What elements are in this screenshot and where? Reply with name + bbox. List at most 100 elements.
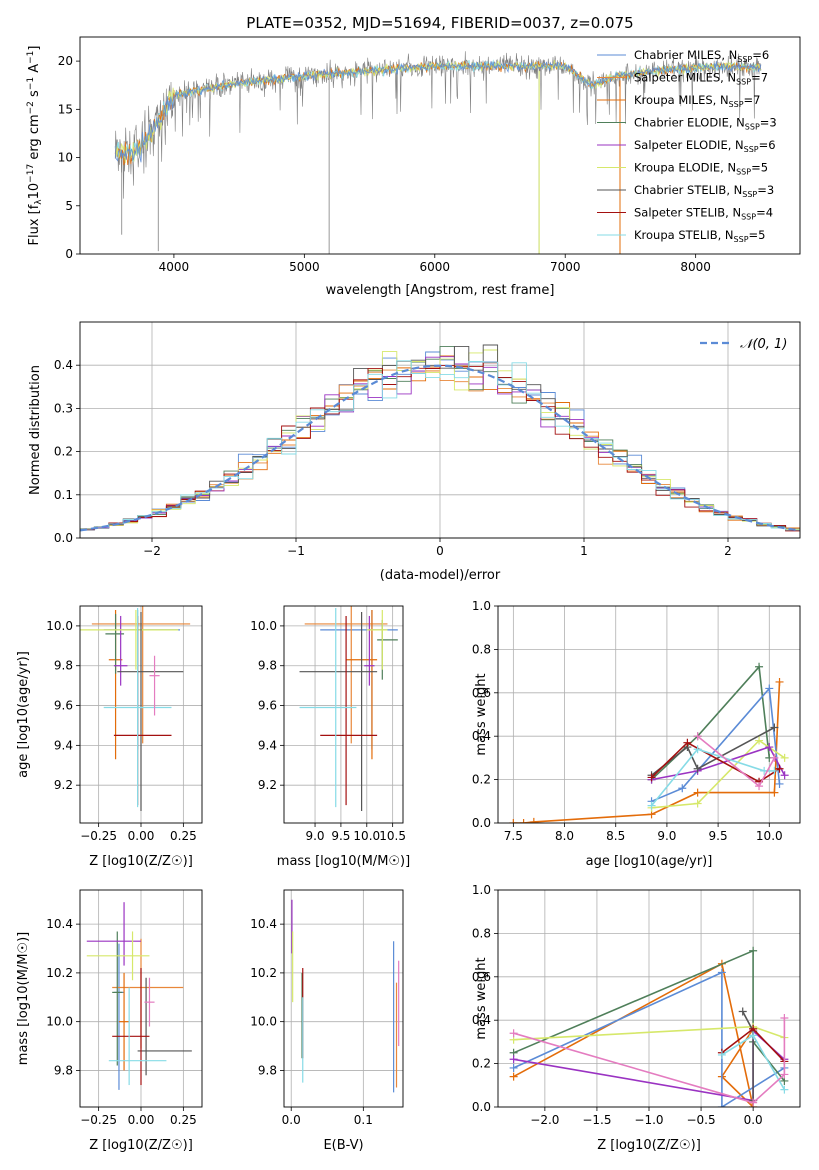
legend-entry: Chabrier MILES, NSSP=6 [634,48,769,64]
weight-series-line [650,748,775,807]
x-tick-label: 10.0 [353,829,380,843]
weight-series-line [651,741,780,783]
model-spectrum-line [114,60,762,164]
y-tick-label: 10.0 [250,1015,277,1029]
weight-marker [770,788,779,797]
y-tick-label: 0.0 [54,531,73,545]
x-tick-label: 9.5 [331,829,350,843]
x-tick-label: 0.25 [170,829,197,843]
axes-frame [79,889,203,1108]
x-tick-label: 9.0 [657,829,676,843]
y-axis-label: Flux [fλ10−17 erg cm−2 s−1 A−1] [26,46,44,246]
age-vs-Z-marks [80,606,191,812]
legend-entry: Salpeter MILES, NSSP=7 [634,71,768,87]
weight-marker [765,743,774,752]
weight-vs-age-marks [509,662,789,823]
x-tick-label: 0.25 [170,1113,197,1127]
y-tick-label: 9.2 [54,778,73,792]
x-tick-label: −0.5 [686,1113,715,1127]
x-tick-label: 1 [580,544,588,558]
x-tick-label: 8000 [680,260,711,274]
weight-marker [519,819,528,823]
y-tick-label: 0.8 [472,642,491,656]
y-tick-label: 10.4 [46,917,73,931]
x-tick-label: −0.25 [80,1113,117,1127]
y-tick-label: 9.8 [54,659,73,673]
y-tick-label: 0.6 [472,970,491,984]
x-tick-label: 0.00 [128,1113,155,1127]
spectrum-panel: 4000 5000 6000 7000 8000 0 5 10 15 20 wavelength [… [26,36,801,298]
x-axis-label: E(B-V) [323,1138,363,1153]
age-vs-mass-marks [299,606,398,812]
age-vs-Z-panel: −0.25 0.00 0.25 9.2 9.4 9.6 9.8 10.0 Z [log10(Z/… [16,605,203,869]
y-tick-label: 0.2 [472,1057,491,1071]
y-tick-label: 9.6 [54,699,73,713]
x-tick-label: 6000 [420,260,451,274]
x-tick-label: 10.0 [756,829,783,843]
y-axis-label: Normed distribution [28,365,43,495]
histogram-series [80,356,800,531]
weight-marker [693,732,702,741]
weight-marker [509,819,518,823]
weight-marker [770,753,779,762]
weight-marker [749,946,758,955]
weight-marker [775,764,784,773]
y-tick-label: 10.0 [46,619,73,633]
weight-marker [738,1007,747,1016]
y-tick-label: 9.4 [54,738,73,752]
weight-series-line [513,962,754,1107]
x-tick-label: −2.0 [530,1113,559,1127]
y-tick-label: 10.4 [250,917,277,931]
x-axis-label: wavelength [Angstrom, rest frame] [326,283,555,298]
y-tick-label: 0.2 [472,773,491,787]
y-tick-label: 0.8 [472,926,491,940]
x-tick-label: 0.0 [282,1113,301,1127]
legend-entry: Kroupa STELIB, NSSP=5 [634,228,765,244]
y-tick-label: 9.2 [258,778,277,792]
histogram-series [80,360,800,531]
x-axis-label: age [log10(age/yr)] [586,854,713,869]
weight-marker [683,738,692,747]
x-tick-label: 0.1 [354,1113,373,1127]
y-tick-label: 5 [65,199,73,213]
weight-vs-age-panel: 7.5 8.0 8.5 9.0 9.5 10.0 0.0 0.2 0.4 0.6 0.8 1.0 age… [472,599,801,869]
weight-series-line [651,686,781,803]
y-tick-label: 0.4 [472,729,491,743]
weight-marker [717,1050,726,1059]
mass-vs-Z-panel: −0.25 0.00 0.25 9.8 10.0 10.2 10.4 Z [log10(Z/Z… [16,889,203,1153]
x-tick-label: 9.5 [709,829,728,843]
legend-entry: 𝒩(0, 1) [740,337,787,352]
weight-marker [780,1014,789,1023]
weight-marker [717,1103,726,1107]
weight-marker [780,753,789,762]
weight-vs-Z-panel: −2.0 −1.5 −1.0 −0.5 0.0 0.0 0.2 0.4 0.6 0.8 1.0 Z [… [472,883,801,1153]
weight-marker [775,677,784,686]
figure-title: PLATE=0352, MJD=51694, FIBERID=0037, z=0… [246,14,633,32]
mass-vs-Z-marks [86,902,192,1090]
x-tick-label: −1.5 [582,1113,611,1127]
mass-vs-EBV-marks [291,899,400,1093]
y-tick-label: 1.0 [472,883,491,897]
y-tick-label: 9.8 [258,1063,277,1077]
weight-marker [770,723,779,732]
axes-frame [79,605,203,824]
y-tick-label: 0.3 [54,401,73,415]
histogram-series [80,362,800,531]
model-spectrum-line [114,61,762,163]
weight-series-line [513,681,781,823]
x-tick-label: 9.0 [305,829,324,843]
y-tick-label: 0.4 [54,358,73,372]
x-axis-label: mass [log10(M/M☉)] [277,854,410,869]
y-tick-label: 10.2 [46,966,73,980]
weight-marker [755,662,764,671]
y-tick-label: 1.0 [472,599,491,613]
weight-marker [770,766,779,775]
x-tick-label: 0.00 [128,829,155,843]
legend-entry: Chabrier ELODIE, NSSP=3 [634,116,777,132]
weight-series-line [741,1011,754,1101]
weight-marker [755,736,764,745]
y-tick-label: 0.1 [54,488,73,502]
weight-marker [693,764,702,773]
weight-marker [693,799,702,808]
